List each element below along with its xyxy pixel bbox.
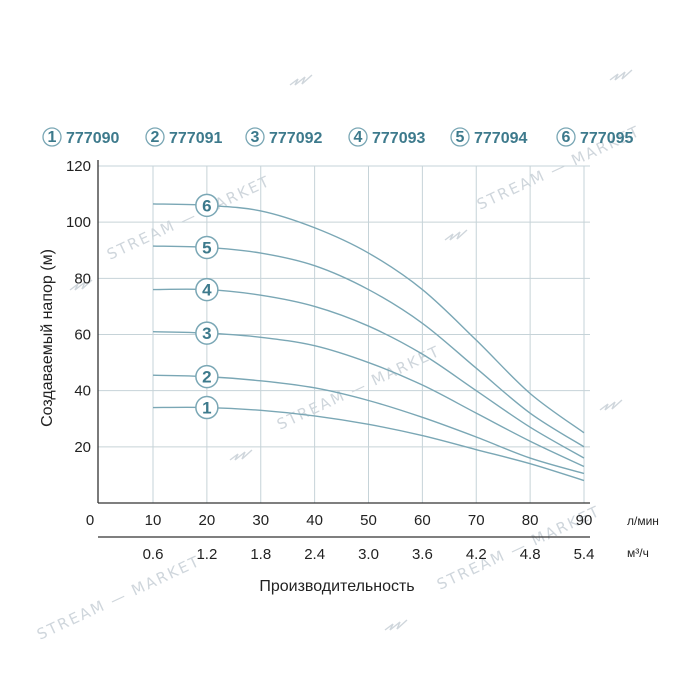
legend-entry-5: 777094 — [474, 130, 527, 147]
curve-line-6 — [152, 203, 585, 434]
legend-marker-1 — [42, 127, 62, 147]
x-tick-label: 10 — [145, 512, 162, 529]
watermark-logo — [229, 449, 253, 461]
legend-marker-label-5: 5 — [456, 129, 465, 146]
axis-labels: 20 40 60 80 100 120 0 10 20 30 40 50 60 70 80 90 0.6 1.2 1… — [39, 158, 659, 595]
watermark-logo — [69, 279, 93, 291]
legend-marker-label-1: 1 — [48, 129, 57, 146]
legend-marker-label-2: 2 — [151, 129, 160, 146]
legend-entry-4: 777093 — [372, 130, 425, 147]
x2-tick-label: 3.0 — [358, 546, 379, 563]
x-unit-label: л/мин — [627, 514, 659, 528]
curve-marker-label-3: 3 — [202, 324, 211, 343]
watermark-logo — [384, 619, 408, 631]
legend: 1 777090 2 777091 3 777092 4 777093 5 777094 6 7770… — [42, 127, 633, 147]
x2-tick-label: 4.8 — [520, 546, 541, 563]
x-tick-label: 90 — [576, 512, 593, 529]
curve-marker-circle-2 — [195, 364, 219, 389]
curve-line-1 — [152, 406, 585, 482]
curve-line-3 — [152, 330, 585, 468]
x-axis-title: Производительность — [259, 578, 414, 595]
watermark-logo — [444, 229, 468, 241]
curves: 1 2 3 4 5 6 — [152, 193, 585, 482]
legend-marker-4 — [348, 127, 368, 147]
curve-marker-label-1: 1 — [202, 399, 211, 418]
curve-line-4 — [152, 288, 585, 459]
watermark-text: STREAM — MARKET — [104, 172, 273, 264]
legend-marker-2 — [145, 127, 165, 147]
legend-marker-3 — [245, 127, 265, 147]
legend-entry-3: 777092 — [269, 130, 322, 147]
x-tick-label: 50 — [360, 512, 377, 529]
x2-tick-label: 0.6 — [143, 546, 164, 563]
x2-tick-label: 1.2 — [196, 546, 217, 563]
axes — [97, 160, 590, 538]
curve-marker-label-4: 4 — [202, 281, 212, 300]
watermark-logo — [609, 69, 633, 81]
x-tick-label: 40 — [306, 512, 323, 529]
watermark-logo — [599, 399, 623, 411]
legend-entry-1: 777090 — [66, 130, 119, 147]
curve-line-2 — [152, 374, 585, 475]
legend-entry-2: 777091 — [169, 130, 222, 147]
legend-marker-label-3: 3 — [251, 129, 260, 146]
x-tick-label: 30 — [252, 512, 269, 529]
y-tick-label: 100 — [66, 214, 91, 231]
legend-marker-5 — [450, 127, 470, 147]
x-tick-label: 20 — [199, 512, 216, 529]
x2-tick-label: 4.2 — [466, 546, 487, 563]
x-tick-label: 70 — [468, 512, 485, 529]
legend-marker-label-6: 6 — [562, 129, 571, 146]
curve-marker-label-2: 2 — [202, 368, 211, 387]
watermark-text: STREAM — MARKET — [34, 552, 203, 644]
x-tick-label: 80 — [522, 512, 539, 529]
curve-marker-label-6: 6 — [202, 196, 211, 215]
origin-label: 0 — [86, 512, 94, 529]
y-tick-label: 80 — [74, 270, 91, 287]
y-tick-label: 120 — [66, 158, 91, 175]
x2-tick-label: 2.4 — [304, 546, 325, 563]
grid — [98, 165, 590, 503]
x2-tick-label: 5.4 — [574, 546, 595, 563]
watermark-text: STREAM — MARKET — [274, 342, 443, 434]
legend-marker-label-4: 4 — [354, 129, 363, 146]
curve-marker-circle-6 — [195, 193, 219, 218]
watermark-logo — [289, 74, 313, 86]
x2-tick-label: 1.8 — [250, 546, 271, 563]
y-tick-label: 60 — [74, 327, 91, 344]
y-tick-label: 20 — [74, 439, 91, 456]
x2-tick-label: 3.6 — [412, 546, 433, 563]
curve-marker-circle-5 — [195, 235, 219, 260]
legend-entry-6: 777095 — [580, 130, 633, 147]
curve-marker-circle-3 — [195, 321, 219, 345]
legend-marker-6 — [556, 127, 576, 147]
curve-marker-circle-1 — [195, 395, 219, 420]
y-tick-label: 40 — [74, 383, 91, 400]
curve-line-5 — [152, 245, 585, 448]
y-axis-title: Создаваемый напор (м) — [39, 249, 56, 427]
x2-unit-label: м³/ч — [627, 546, 649, 560]
x-tick-label: 60 — [414, 512, 431, 529]
curve-marker-circle-4 — [195, 277, 219, 302]
curve-marker-label-5: 5 — [202, 238, 211, 257]
